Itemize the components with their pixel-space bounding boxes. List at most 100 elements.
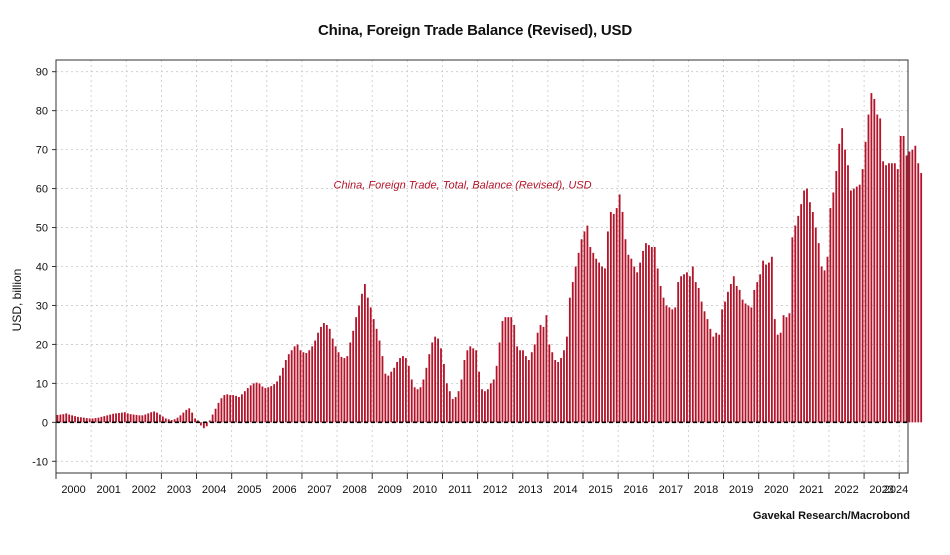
bar [867,114,870,423]
bar [214,408,217,423]
bar [232,395,235,423]
bar [665,305,668,423]
x-tick-label: 2007 [307,484,331,496]
bar [536,332,539,423]
bar [144,414,147,423]
bar [74,416,76,423]
bar [612,213,615,423]
bar [302,352,305,423]
bar [609,211,612,423]
bar [132,414,135,423]
bar [188,408,191,423]
bar [100,416,103,423]
bar [560,358,562,423]
bar [729,284,732,423]
bar [343,358,346,423]
bar [510,317,513,423]
y-tick-label: 70 [36,145,48,157]
bar [765,264,767,423]
bar [457,391,460,423]
bar [800,204,803,423]
bar [899,135,902,423]
bar [785,317,788,423]
bar [238,397,240,423]
chart-title: China, Foreign Trade Balance (Revised), … [318,22,632,39]
bar [369,307,372,423]
x-tick-label: 2009 [378,484,402,496]
bar [659,285,662,423]
bar [797,215,800,423]
bar [56,414,59,423]
bar [170,420,173,423]
bar [914,145,917,423]
y-tick-label: 10 [36,378,48,390]
bar [305,353,308,423]
bar [150,412,153,423]
bar [308,350,311,423]
bar [861,169,864,423]
bar [112,413,115,423]
bar [697,287,700,423]
bar [489,383,492,423]
y-tick-label: -10 [32,456,48,468]
bar [317,332,319,423]
source-credit: Gavekal Research/Macrobond [752,510,910,522]
bar [668,307,671,423]
bar [352,330,355,423]
bar [296,344,299,423]
bar [773,319,776,423]
bar [876,114,879,423]
bar [527,360,530,423]
bar [472,348,475,423]
bar [115,413,117,423]
bar [200,422,202,426]
bar [811,211,814,423]
bar [71,415,74,423]
bar [320,326,322,423]
bar [706,319,709,423]
x-tick-label: 2010 [413,484,437,496]
bar [873,98,876,423]
bar [293,346,296,423]
bar [762,260,764,423]
bar [908,151,911,423]
bar [399,358,401,423]
bar [217,402,220,423]
bar [191,412,194,423]
bar [896,169,899,423]
bar [911,149,914,423]
bar [451,398,454,423]
bar [241,394,243,423]
bar [606,231,609,423]
y-tick-label: 90 [36,67,48,79]
bar [850,190,852,423]
bar [604,268,606,423]
bar [548,344,551,423]
bar [484,391,486,423]
bar [404,358,407,423]
x-tick-label: 2017 [659,484,683,496]
bar [662,297,665,423]
bar [838,143,841,423]
bar [267,387,270,423]
bar [396,361,399,423]
bar [135,414,138,423]
bar [814,227,817,423]
bar [618,194,621,423]
x-tick-label: 2012 [483,484,507,496]
bar [627,254,630,423]
bar [358,305,360,423]
bar [109,414,112,423]
bar [276,381,278,423]
x-tick-label: 2008 [342,484,366,496]
bar [492,379,495,423]
x-tick-label: 2024 [884,484,908,496]
bar [454,397,457,423]
bar [715,332,718,423]
x-tick-label: 2006 [272,484,296,496]
bar [902,135,905,423]
bar [331,338,334,423]
bar [182,412,185,423]
bar [106,415,109,423]
bar [841,128,844,423]
